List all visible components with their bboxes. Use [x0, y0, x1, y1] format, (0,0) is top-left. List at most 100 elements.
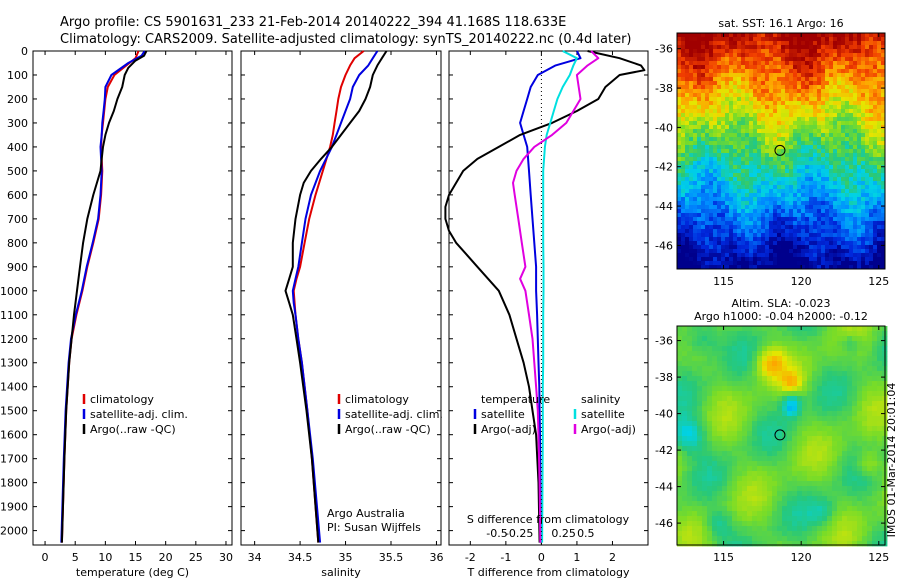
- heatmap-cell: [757, 396, 763, 402]
- heatmap-cell: [797, 336, 803, 342]
- heatmap-cell: [729, 33, 734, 38]
- heatmap-cell: [833, 129, 838, 134]
- heatmap-cell: [822, 351, 828, 357]
- heatmap-cell: [872, 391, 878, 397]
- heatmap-cell: [687, 411, 693, 417]
- heatmap-cell: [761, 209, 766, 214]
- heatmap-cell: [837, 225, 842, 230]
- heatmap-cell: [713, 225, 718, 230]
- heatmap-cell: [737, 93, 742, 98]
- heatmap-cell: [865, 149, 870, 154]
- heatmap-cell: [845, 117, 850, 122]
- heatmap-cell: [741, 241, 746, 246]
- heatmap-cell: [769, 161, 774, 166]
- heatmap-cell: [765, 85, 770, 90]
- heatmap-cell: [789, 213, 794, 218]
- heatmap-cell: [753, 105, 758, 110]
- heatmap-cell: [772, 506, 778, 512]
- heatmap-cell: [793, 61, 798, 66]
- heatmap-cell: [717, 501, 723, 507]
- heatmap-cell: [842, 466, 848, 472]
- heatmap-cell: [797, 396, 803, 402]
- heatmap-cell: [685, 261, 690, 266]
- heatmap-cell: [865, 261, 870, 266]
- heatmap-cell: [792, 336, 798, 342]
- heatmap-cell: [861, 89, 866, 94]
- heatmap-cell: [713, 129, 718, 134]
- heatmap-cell: [767, 341, 773, 347]
- heatmap-cell: [809, 45, 814, 50]
- heatmap-cell: [782, 396, 788, 402]
- heatmap-cell: [787, 426, 793, 432]
- heatmap-cell: [857, 117, 862, 122]
- heatmap-cell: [717, 217, 722, 222]
- heatmap-cell: [777, 85, 782, 90]
- heatmap-cell: [877, 125, 882, 130]
- depth-tick-label: 100: [7, 69, 28, 82]
- heatmap-cell: [757, 506, 763, 512]
- salinity-axis-label: S difference from climatology: [467, 513, 630, 526]
- heatmap-cell: [837, 241, 842, 246]
- heatmap-cell: [689, 89, 694, 94]
- heatmap-cell: [773, 165, 778, 170]
- heatmap-cell: [852, 341, 858, 347]
- heatmap-cell: [849, 53, 854, 58]
- heatmap-cell: [852, 386, 858, 392]
- heatmap-cell: [733, 101, 738, 106]
- heatmap-cell: [805, 205, 810, 210]
- heatmap-cell: [837, 41, 842, 46]
- heatmap-cell: [797, 451, 803, 457]
- heatmap-cell: [881, 141, 886, 146]
- heatmap-cell: [842, 391, 848, 397]
- heatmap-cell: [787, 361, 793, 367]
- heatmap-cell: [709, 141, 714, 146]
- heatmap-cell: [701, 65, 706, 70]
- heatmap-cell: [853, 217, 858, 222]
- heatmap-cell: [813, 141, 818, 146]
- heatmap-cell: [817, 466, 823, 472]
- heatmap-cell: [853, 117, 858, 122]
- heatmap-cell: [802, 446, 808, 452]
- depth-tick-label: 1900: [0, 501, 28, 514]
- heatmap-cell: [677, 65, 682, 70]
- heatmap-cell: [732, 366, 738, 372]
- heatmap-cell: [747, 486, 753, 492]
- heatmap-cell: [852, 511, 858, 517]
- heatmap-cell: [773, 225, 778, 230]
- heatmap-cell: [777, 217, 782, 222]
- heatmap-cell: [713, 125, 718, 130]
- heatmap-cell: [769, 229, 774, 234]
- heatmap-cell: [793, 165, 798, 170]
- heatmap-cell: [772, 401, 778, 407]
- heatmap-cell: [732, 401, 738, 407]
- heatmap-cell: [773, 209, 778, 214]
- heatmap-cell: [792, 381, 798, 387]
- heatmap-cell: [789, 85, 794, 90]
- heatmap-cell: [827, 326, 833, 332]
- heatmap-cell: [777, 173, 782, 178]
- heatmap-cell: [729, 249, 734, 254]
- heatmap-cell: [761, 217, 766, 222]
- heatmap-cell: [767, 496, 773, 502]
- heatmap-cell: [793, 169, 798, 174]
- heatmap-cell: [727, 486, 733, 492]
- heatmap-cell: [705, 149, 710, 154]
- heatmap-cell: [765, 129, 770, 134]
- heatmap-cell: [852, 406, 858, 412]
- heatmap-cell: [777, 169, 782, 174]
- heatmap-cell: [781, 69, 786, 74]
- heatmap-cell: [741, 249, 746, 254]
- heatmap-cell: [685, 225, 690, 230]
- series-satellite-line: [291, 50, 379, 543]
- heatmap-cell: [757, 406, 763, 412]
- heatmap-cell: [697, 213, 702, 218]
- heatmap-cell: [813, 133, 818, 138]
- heatmap-cell: [809, 157, 814, 162]
- heatmap-cell: [805, 97, 810, 102]
- heatmap-cell: [709, 41, 714, 46]
- heatmap-cell: [757, 105, 762, 110]
- heatmap-cell: [881, 61, 886, 66]
- heatmap-cell: [693, 37, 698, 42]
- heatmap-cell: [685, 45, 690, 50]
- heatmap-cell: [801, 109, 806, 114]
